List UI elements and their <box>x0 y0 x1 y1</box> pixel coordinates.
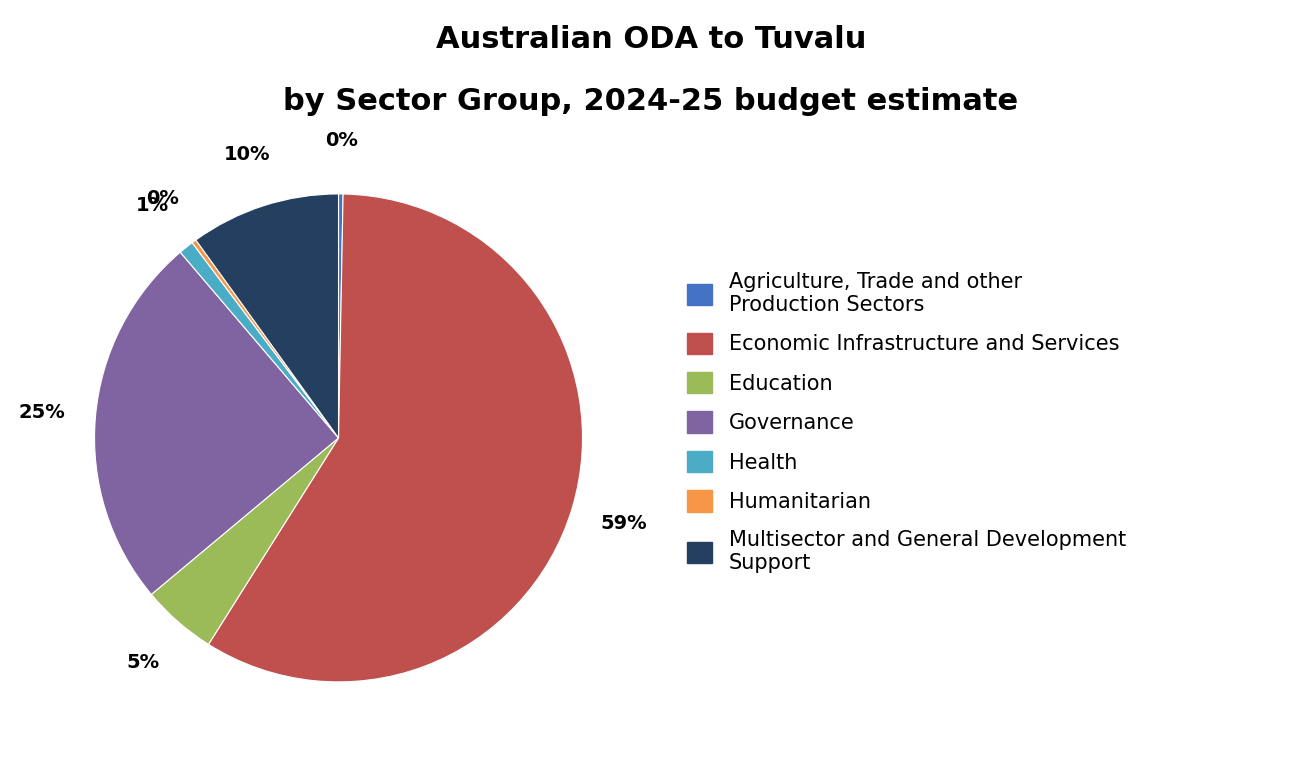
Wedge shape <box>180 242 339 438</box>
Wedge shape <box>195 194 339 438</box>
Text: 25%: 25% <box>18 404 65 422</box>
Text: by Sector Group, 2024-25 budget estimate: by Sector Group, 2024-25 budget estimate <box>284 87 1018 117</box>
Wedge shape <box>95 253 339 594</box>
Legend: Agriculture, Trade and other
Production Sectors, Economic Infrastructure and Ser: Agriculture, Trade and other Production … <box>687 271 1126 573</box>
Text: 5%: 5% <box>126 652 159 672</box>
Text: 10%: 10% <box>224 145 271 164</box>
Text: Australian ODA to Tuvalu: Australian ODA to Tuvalu <box>436 24 866 54</box>
Wedge shape <box>151 438 339 644</box>
Wedge shape <box>193 240 339 438</box>
Text: 1%: 1% <box>135 196 169 215</box>
Text: 0%: 0% <box>146 188 178 207</box>
Text: 0%: 0% <box>326 131 358 150</box>
Wedge shape <box>339 194 344 438</box>
Wedge shape <box>208 194 582 682</box>
Text: 59%: 59% <box>600 514 647 533</box>
